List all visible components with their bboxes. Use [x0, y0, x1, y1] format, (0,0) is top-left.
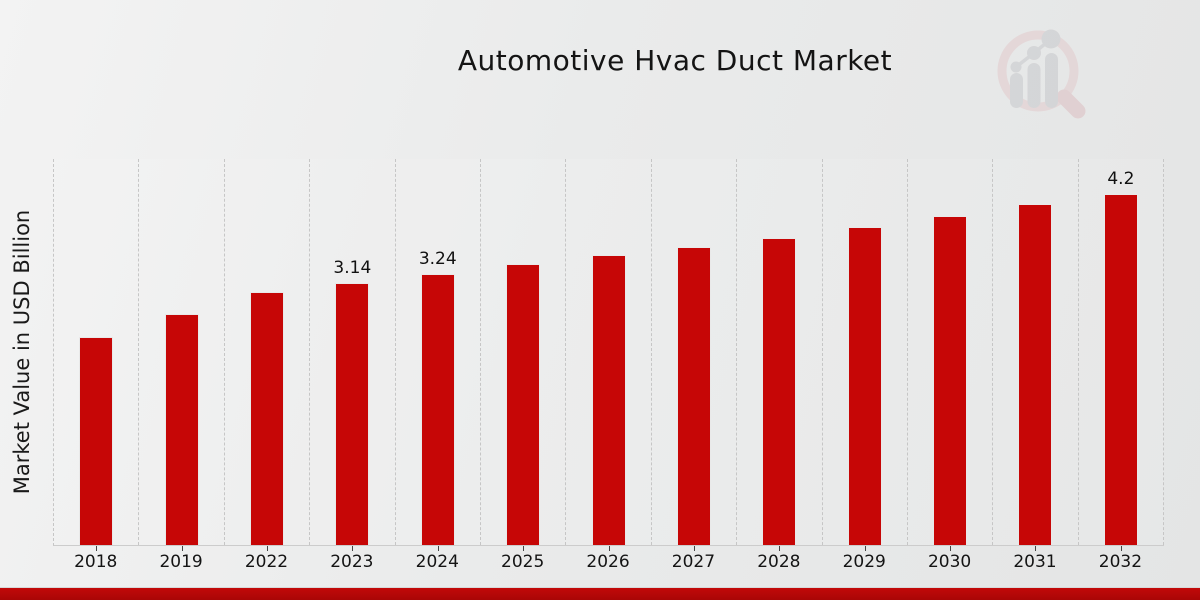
x-axis-tick-label: 2023 — [330, 552, 374, 572]
bar-column — [139, 159, 225, 551]
bar — [933, 215, 968, 545]
bar-value-label: 3.24 — [418, 249, 457, 270]
bar — [847, 226, 882, 545]
x-axis-labels: 2018 2019 2022 2023 2024 2025 2026 2027 2028 2029… — [53, 552, 1163, 572]
x-axis-tick-label: 2031 — [1013, 552, 1057, 572]
x-axis-tick-label: 2019 — [159, 552, 203, 572]
magnifier-trend-chart-logo-icon — [997, 29, 1086, 119]
bar-column — [823, 159, 908, 551]
bar — [79, 336, 114, 545]
x-axis-tick — [96, 546, 98, 551]
x-axis-tick-label: 2030 — [927, 552, 972, 572]
bar — [335, 282, 370, 545]
bar-column — [993, 159, 1079, 551]
x-axis-tick — [523, 546, 525, 551]
bar-column — [652, 159, 738, 551]
bar-value-label: 3.14 — [333, 257, 372, 278]
x-axis-tick — [864, 546, 866, 551]
bar — [506, 264, 541, 545]
x-axis-tick — [779, 546, 781, 551]
bar-value-label: 4.2 — [1107, 169, 1135, 190]
bar-column: 4.2 — [1079, 159, 1165, 551]
x-axis-tick-label: 2024 — [415, 552, 459, 572]
x-axis-tick — [608, 546, 610, 551]
x-axis-tick-label: 2027 — [671, 552, 716, 572]
bar — [249, 291, 284, 545]
x-axis-tick-label: 2028 — [757, 552, 801, 572]
bar-column — [54, 159, 140, 551]
bar-column — [225, 159, 311, 551]
bar-column — [566, 159, 652, 551]
bar — [591, 255, 626, 545]
y-axis-label: Market Value in USD Billion — [10, 209, 35, 495]
x-axis-tick — [693, 546, 695, 551]
plot-area: 3.14 3.24 4.2 — [53, 159, 1165, 551]
bar — [762, 237, 797, 545]
bar — [1103, 194, 1138, 545]
x-axis-tick-label: 2032 — [1098, 552, 1143, 572]
x-axis-tick — [950, 546, 952, 551]
x-axis-tick — [352, 546, 354, 551]
bar — [420, 274, 455, 545]
x-axis-tick — [266, 546, 268, 551]
bar-column: 3.24 — [396, 159, 481, 551]
bar-column — [481, 159, 567, 551]
x-axis-tick-label: 2025 — [501, 552, 545, 572]
chart-title: Automotive Hvac Duct Market — [457, 44, 893, 77]
x-axis-tick — [1120, 546, 1122, 551]
x-axis-tick — [1035, 546, 1037, 551]
x-axis-tick — [437, 546, 439, 551]
bar — [164, 314, 199, 545]
bar-column — [908, 159, 994, 551]
x-axis-tick-label: 2018 — [74, 552, 118, 572]
x-axis-tick-label: 2029 — [842, 552, 886, 572]
bar — [1018, 204, 1053, 545]
bar-column — [737, 159, 823, 551]
x-axis-tick-label: 2022 — [244, 552, 289, 572]
bar — [676, 246, 711, 545]
bottom-accent-strip — [0, 587, 1200, 600]
x-axis-tick — [181, 546, 183, 551]
bar-column: 3.14 — [310, 159, 396, 551]
x-axis-tick-label: 2026 — [586, 552, 630, 572]
